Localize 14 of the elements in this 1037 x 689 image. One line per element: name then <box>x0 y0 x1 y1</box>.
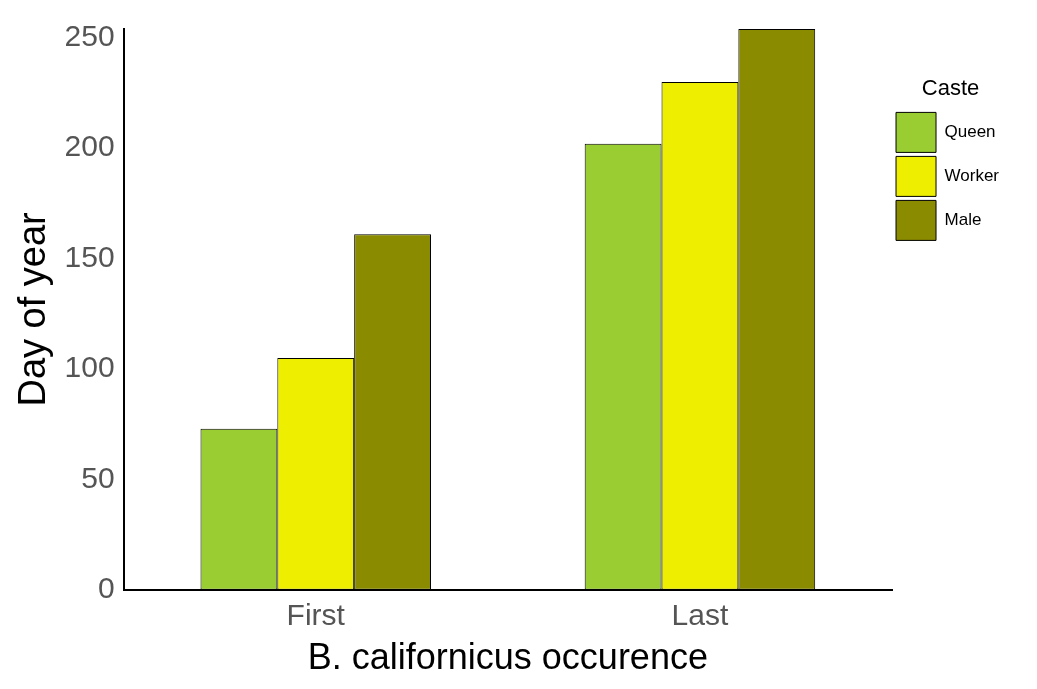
legend-label: Queen <box>944 122 996 142</box>
y-tick-label: 150 <box>64 239 115 273</box>
x-tick-label: First <box>286 598 346 632</box>
y-axis-title: Day of year <box>11 211 54 407</box>
x-axis-title: B. californicus occurence <box>307 636 708 678</box>
legend-label: Male <box>944 210 982 230</box>
y-tick-label: 250 <box>64 19 115 53</box>
y-tick-label: 50 <box>81 460 115 494</box>
legend-label: Worker <box>944 166 1000 186</box>
y-tick-label: 0 <box>97 571 115 605</box>
y-tick-label: 100 <box>64 350 115 384</box>
y-tick-label: 200 <box>64 129 115 163</box>
legend-title: Caste <box>921 75 980 101</box>
x-tick-label: Last <box>671 598 729 632</box>
